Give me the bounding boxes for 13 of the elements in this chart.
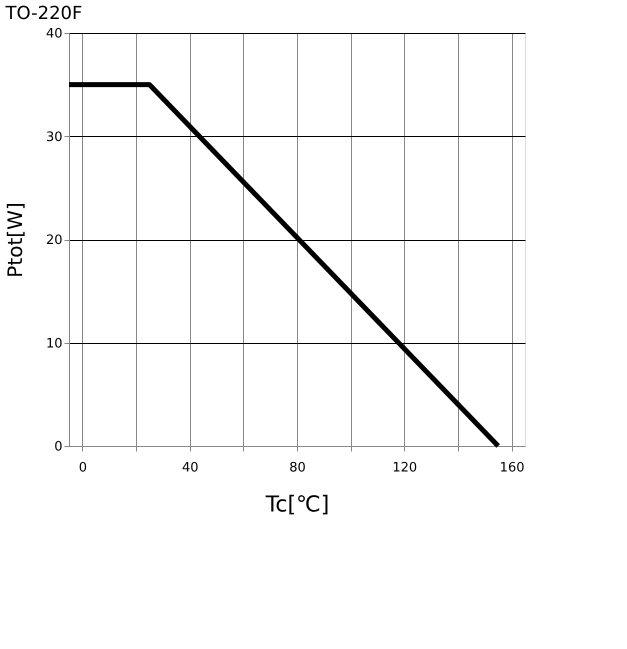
y-tick-label: 30 [46,130,62,145]
y-tick-label: 20 [46,233,62,248]
x-tick-label: 120 [392,460,418,476]
x-tick-label: 0 [78,460,88,476]
x-axis-title: Tc[℃] [264,492,330,518]
x-tick-label: 160 [500,460,524,476]
y-tick-label: 0 [54,440,62,454]
x-tick-label: 40 [182,460,198,476]
y-tick-label: 40 [46,26,62,42]
x-tick-label: 80 [289,460,306,476]
chart-title: TO-220F [4,3,82,24]
y-axis-title: Ptot[W] [2,202,27,278]
y-tick-label: 10 [46,336,62,352]
